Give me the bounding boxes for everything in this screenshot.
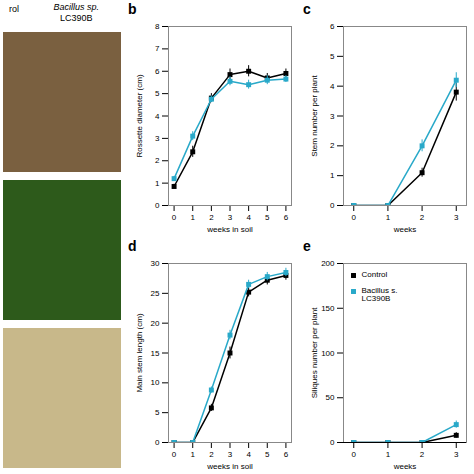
svg-text:1: 1 [191,213,196,222]
svg-text:1: 1 [386,213,391,222]
svg-text:Bacillus s.LC390B: Bacillus s.LC390B [362,286,398,303]
svg-text:20: 20 [151,319,160,328]
svg-text:4: 4 [246,450,251,459]
html-text:c: c [303,1,311,17]
svg-text:1: 1 [386,450,391,459]
svg-text:Stem number per plant: Stem number per plant [310,75,319,157]
svg-text:6: 6 [155,67,160,76]
html-text:LC390B: LC390B [59,13,93,23]
svg-text:2: 2 [209,213,214,222]
svg-text:100: 100 [321,349,335,358]
svg-text:0: 0 [330,201,335,210]
svg-text:weeks in soil: weeks in soil [206,462,253,471]
svg-text:3: 3 [330,112,335,121]
html-text:d: d [128,238,137,254]
svg-text:0: 0 [330,438,335,447]
svg-text:5: 5 [265,213,270,222]
svg-text:3: 3 [454,450,459,459]
html-text:e: e [303,238,311,254]
svg-text:5: 5 [265,450,270,459]
svg-text:50: 50 [326,393,335,402]
svg-text:5: 5 [330,52,335,61]
svg-text:6: 6 [330,22,335,31]
svg-text:Control: Control [362,270,388,279]
svg-text:2: 2 [420,213,425,222]
svg-text:4: 4 [246,213,251,222]
svg-text:30: 30 [151,259,160,268]
svg-text:25: 25 [151,289,160,298]
svg-text:150: 150 [321,304,335,313]
html-text:rol: rol [9,4,19,14]
svg-text:weeks: weeks [393,225,417,234]
svg-text:10: 10 [151,378,160,387]
svg-text:Siliques number per plant: Siliques number per plant [310,307,319,398]
svg-text:0: 0 [352,450,357,459]
svg-text:15: 15 [151,349,160,358]
svg-text:6: 6 [284,450,289,459]
svg-text:2: 2 [420,450,425,459]
svg-text:0: 0 [352,213,357,222]
svg-text:0: 0 [155,438,160,447]
html-text:b: b [128,1,137,17]
svg-text:6: 6 [284,213,289,222]
svg-text:0: 0 [172,450,177,459]
svg-text:3: 3 [454,213,459,222]
svg-text:Rossette diameter (cm): Rossette diameter (cm) [135,74,144,157]
svg-text:2: 2 [330,141,335,150]
svg-text:2: 2 [209,450,214,459]
svg-text:weeks: weeks [393,462,417,471]
svg-text:5: 5 [155,408,160,417]
svg-text:8: 8 [155,22,160,31]
svg-text:5: 5 [155,89,160,98]
svg-text:1: 1 [155,179,160,188]
svg-text:1: 1 [191,450,196,459]
svg-text:4: 4 [330,82,335,91]
svg-text:0: 0 [155,201,160,210]
svg-text:3: 3 [228,213,233,222]
svg-text:7: 7 [155,44,160,53]
svg-text:3: 3 [155,134,160,143]
html-text:Bacillus sp.: Bacillus sp. [53,2,99,12]
svg-text:3: 3 [228,450,233,459]
svg-text:Main stem length (cm): Main stem length (cm) [135,313,144,392]
svg-text:2: 2 [155,156,160,165]
svg-text:4: 4 [155,112,160,121]
svg-text:1: 1 [330,171,335,180]
svg-text:weeks in soil: weeks in soil [206,225,253,234]
svg-text:200: 200 [321,259,335,268]
svg-text:0: 0 [172,213,177,222]
